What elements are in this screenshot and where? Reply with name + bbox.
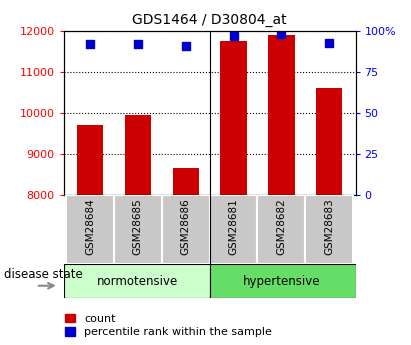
Legend: count, percentile rank within the sample: count, percentile rank within the sample <box>63 312 274 339</box>
Point <box>326 40 332 45</box>
Bar <box>125 115 151 195</box>
Point <box>134 41 141 47</box>
Text: GSM28684: GSM28684 <box>85 198 95 255</box>
Bar <box>64 264 210 298</box>
Text: GSM28683: GSM28683 <box>324 198 334 255</box>
Bar <box>210 195 257 264</box>
Point <box>182 43 189 49</box>
Title: GDS1464 / D30804_at: GDS1464 / D30804_at <box>132 13 287 27</box>
Bar <box>173 168 199 195</box>
Bar <box>316 88 342 195</box>
Bar <box>162 195 210 264</box>
Bar <box>210 264 356 298</box>
Text: normotensive: normotensive <box>97 275 178 288</box>
Point <box>230 33 237 39</box>
Text: hypertensive: hypertensive <box>242 275 320 288</box>
Bar <box>305 195 353 264</box>
Bar <box>66 195 114 264</box>
Text: GSM28682: GSM28682 <box>276 198 286 255</box>
Text: GSM28685: GSM28685 <box>133 198 143 255</box>
Bar <box>77 125 103 195</box>
Point <box>278 32 285 37</box>
Bar <box>268 35 295 195</box>
Text: GSM28681: GSM28681 <box>229 198 238 255</box>
Bar <box>114 195 162 264</box>
Text: disease state: disease state <box>4 268 83 281</box>
Point <box>87 41 93 47</box>
Bar <box>220 41 247 195</box>
Bar <box>257 195 305 264</box>
Text: GSM28686: GSM28686 <box>181 198 191 255</box>
